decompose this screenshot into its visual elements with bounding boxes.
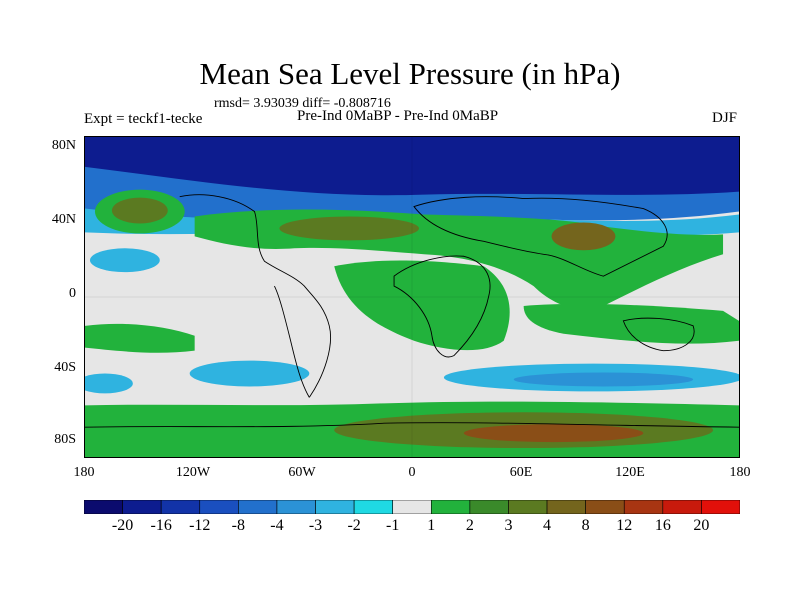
lat-label-80n: 80N xyxy=(51,138,76,153)
south-pacific-low xyxy=(189,360,310,387)
lon-label-0: 0 xyxy=(408,465,416,480)
colorbar-label: -8 xyxy=(231,517,245,534)
colorbar-label: -12 xyxy=(189,517,211,534)
colorbar-swatch xyxy=(199,500,239,514)
colorbar-swatch xyxy=(701,500,740,514)
colorbar-label: -1 xyxy=(386,517,400,534)
lon-label-60w: 60W xyxy=(288,465,316,480)
pressure-map xyxy=(84,136,740,458)
map-title: Mean Sea Level Pressure (in hPa) xyxy=(199,56,621,91)
polar-low-blue xyxy=(85,166,739,221)
colorbar-swatch xyxy=(546,500,586,514)
colorbar-label: -3 xyxy=(308,517,323,534)
colorbar-swatch xyxy=(160,500,201,514)
colorbar-label: 2 xyxy=(465,517,474,534)
colorbar-label: 1 xyxy=(427,517,436,534)
lat-label-40n: 40N xyxy=(51,212,76,227)
colorbar-label: 12 xyxy=(616,517,633,534)
colorbar xyxy=(84,500,740,514)
season-label: DJF xyxy=(712,110,738,126)
lon-label-60e: 60E xyxy=(509,465,533,480)
colorbar-swatch xyxy=(315,500,355,514)
lat-label-0: 0 xyxy=(69,286,76,301)
colorbar-swatch xyxy=(84,500,123,514)
colorbar-label: -20 xyxy=(111,517,134,534)
lon-label-180w: 180 xyxy=(73,465,95,480)
subtropical-low-north xyxy=(89,248,160,273)
lon-label-120e: 120E xyxy=(615,465,645,480)
south-atlantic-low xyxy=(85,373,133,394)
south-indian-low-core xyxy=(513,372,694,387)
colorbar-swatch xyxy=(585,500,625,514)
colorbar-swatch xyxy=(662,500,702,514)
colorbar-swatch xyxy=(430,500,471,514)
colorbar-swatch xyxy=(238,500,278,514)
colorbar-label: 3 xyxy=(504,517,513,534)
colorbar-swatch xyxy=(508,500,548,514)
colorbar-label: -16 xyxy=(150,517,172,534)
north-atlantic-high-core xyxy=(279,216,419,241)
lon-label-120w: 120W xyxy=(175,465,211,480)
lat-label-40s: 40S xyxy=(54,360,76,375)
colorbar-label: 20 xyxy=(693,517,710,534)
colorbar-label: 4 xyxy=(543,517,552,534)
antarctic-high-max xyxy=(463,424,644,443)
colorbar-swatch xyxy=(276,500,316,514)
colorbar-swatch xyxy=(122,500,162,514)
colorbar-label: -4 xyxy=(270,517,284,534)
coastlines xyxy=(85,194,739,428)
colorbar-label: 8 xyxy=(581,517,590,534)
statistics-label: rmsd= 3.93039 diff= -0.808716 xyxy=(214,96,391,111)
indian-ocean-positive xyxy=(523,303,739,344)
experiment-label: Expt = teckf1-tecke xyxy=(84,111,203,127)
south-atlantic-positive xyxy=(85,323,195,353)
tropical-atlantic-positive xyxy=(334,260,510,351)
colorbar-swatch xyxy=(392,500,432,514)
colorbar-label: -2 xyxy=(347,517,361,534)
comparison-label: Pre-Ind 0MaBP - Pre-Ind 0MaBP xyxy=(297,108,499,124)
siberian-high xyxy=(551,222,616,251)
colorbar-swatch xyxy=(469,500,509,514)
colorbar-swatch xyxy=(623,500,664,514)
colorbar-label: 16 xyxy=(654,517,671,534)
north-pacific-high-core xyxy=(111,197,168,224)
colorbar-swatch xyxy=(353,500,394,514)
graticule xyxy=(85,137,739,457)
lon-label-180e: 180 xyxy=(729,465,751,480)
lat-label-80s: 80S xyxy=(54,432,76,447)
